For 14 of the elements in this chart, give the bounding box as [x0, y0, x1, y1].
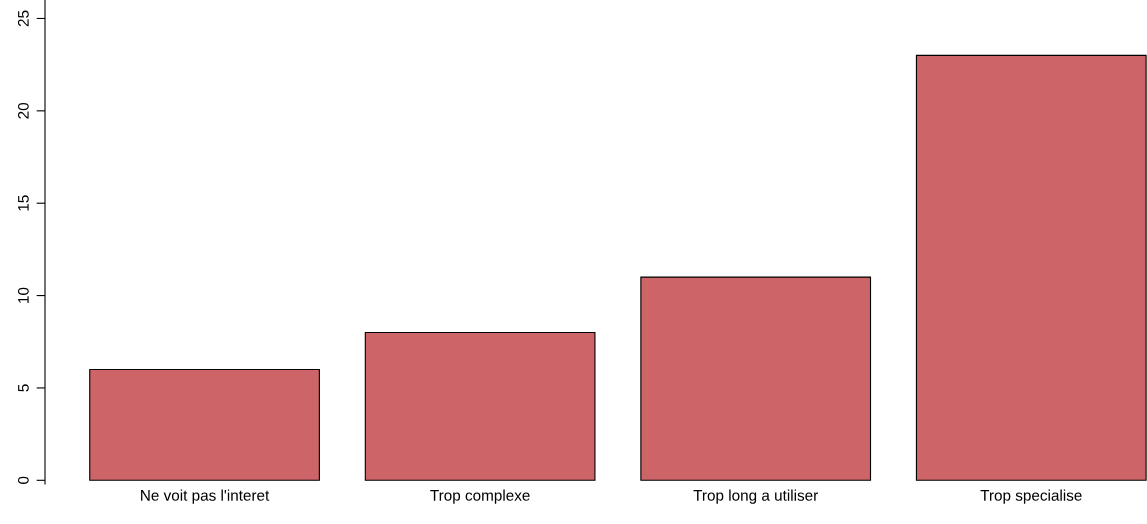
x-tick-label: Trop complexe [430, 489, 530, 504]
y-tick-label: 5 [18, 384, 29, 392]
y-tick-label: 20 [17, 102, 29, 119]
x-tick-label: Trop specialise [980, 489, 1082, 504]
x-tick-label: Trop long a utiliser [693, 489, 818, 504]
bar [364, 331, 596, 481]
y-tick-label: 10 [17, 287, 29, 303]
bar [640, 276, 872, 481]
y-tick-label: 15 [18, 195, 29, 211]
x-tick-label: Ne voit pas l'interet [141, 489, 270, 504]
bar [915, 54, 1147, 481]
bar [89, 368, 320, 481]
y-tick-label: 0 [17, 476, 29, 484]
y-tick-label: 25 [17, 10, 29, 27]
